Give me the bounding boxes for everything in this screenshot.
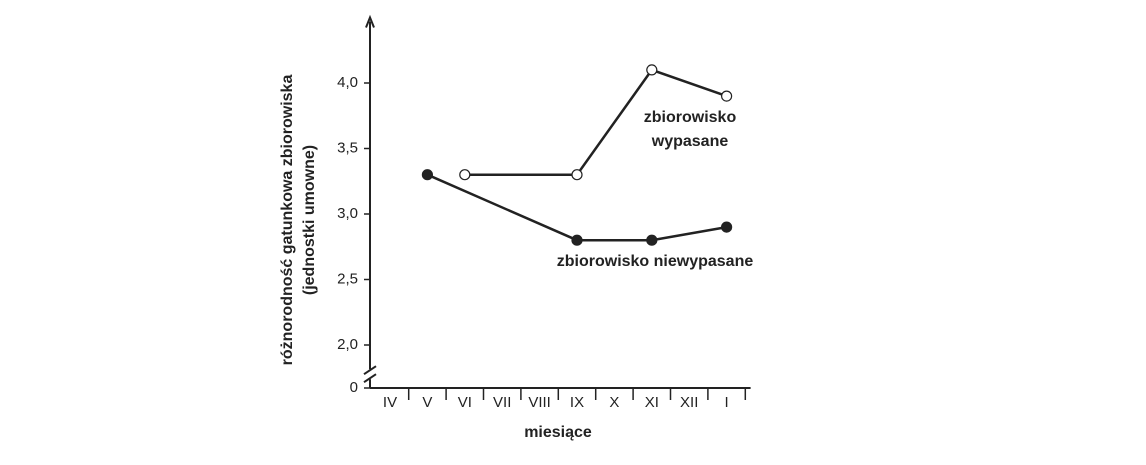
series-line (426, 173, 727, 242)
series-label: zbiorowisko niewypasane (557, 253, 754, 270)
y-tick-label: 2,5 (337, 270, 358, 287)
x-tick-label: XI (645, 394, 659, 411)
series-line (464, 68, 728, 176)
y-axis-arrow (365, 14, 375, 28)
y-tick-label: 3,0 (337, 205, 358, 222)
series-label-line: zbiorowisko (644, 109, 737, 126)
data-point (459, 169, 471, 181)
data-point (720, 90, 733, 102)
data-point (571, 234, 583, 246)
x-tick-label: XII (680, 394, 698, 411)
y-tick-label: 3,5 (337, 139, 358, 156)
data-point (646, 64, 658, 76)
y-tick-label: 2,0 (337, 336, 358, 353)
axis-break (363, 373, 377, 384)
data-point (571, 169, 583, 181)
x-tick-label: VII (493, 394, 511, 411)
series-label: zbiorowisko wypasane (644, 109, 737, 150)
x-tick-label: VIII (528, 394, 551, 411)
x-tick-label: I (725, 394, 729, 411)
x-axis-label: miesiące (524, 424, 592, 441)
x-tick-label: VI (458, 394, 472, 411)
x-tick-label: IX (570, 394, 584, 411)
data-point (646, 234, 658, 246)
y-axis-label-line: (jednostki umowne) (301, 145, 318, 295)
data-point (720, 221, 733, 233)
series-label-line: wypasane (651, 133, 729, 150)
x-tick-label: V (422, 394, 432, 411)
x-tick-label: X (609, 394, 619, 411)
data-point (421, 169, 433, 181)
axis-break (363, 365, 377, 376)
y-axis-label-line: różnorodność gatunkowa zbiorowiska (279, 75, 296, 366)
x-tick-label: IV (383, 394, 397, 411)
y-axis-label: różnorodność gatunkowa zbiorowiska (jedn… (279, 75, 318, 366)
y-tick-label: 4,0 (337, 74, 358, 91)
y-tick-label: 0 (350, 379, 358, 396)
